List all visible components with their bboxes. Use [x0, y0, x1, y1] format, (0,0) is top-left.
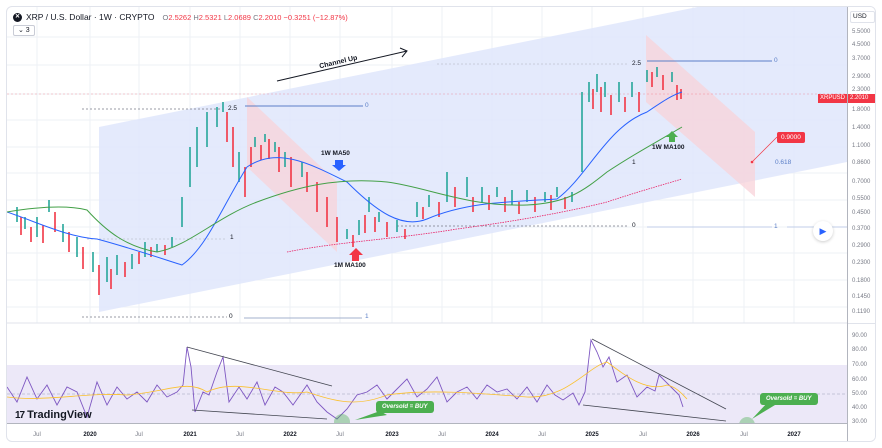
rsi-tick: 70.00 [852, 362, 868, 368]
time-label: Jul [639, 432, 647, 438]
oversold-callout-2022: Oversold = BUY [376, 401, 434, 413]
oversold-circle-2026 [739, 417, 755, 423]
fib-2021-one-label: 1 [230, 234, 234, 241]
price-tick: 0.5500 [852, 196, 871, 202]
candles [16, 67, 673, 282]
ma100w-line [7, 126, 683, 253]
play-icon: ▶ [819, 225, 827, 236]
fib-2021-zero-label: 0 [365, 102, 369, 109]
ma50-label: 1W MA50 [321, 150, 350, 157]
price-tick: 1.8000 [852, 107, 871, 113]
rsi-tick: 80.00 [852, 347, 868, 353]
time-label: 2027 [787, 432, 801, 438]
rsi-tick: 40.00 [852, 405, 868, 411]
price-tick: 0.1800 [852, 278, 871, 284]
rsi-tick: 30.00 [852, 419, 868, 425]
price-tick: 2.3000 [852, 87, 871, 93]
bear-channel-2025 [646, 35, 755, 197]
price-tick: 0.4500 [852, 210, 871, 216]
ma100m-up-arrow-icon [349, 248, 363, 261]
rsi-tick: 90.00 [852, 333, 868, 339]
last-price-label: 2.2010 [848, 94, 875, 103]
price-tick: 2.9000 [852, 74, 871, 80]
fib-2021-low0-label: 0 [229, 313, 233, 320]
time-label: Jul [438, 432, 446, 438]
symbol-header: ✕ XRP / U.S. Dollar · 1W · CRYPTO O2.526… [13, 12, 348, 22]
price-tick: 1.1000 [852, 143, 871, 149]
price-tick: 0.1190 [852, 309, 870, 315]
oversold-circle-2022 [334, 414, 350, 423]
fib-2025-low0-label: 0 [632, 222, 636, 229]
symbol-title[interactable]: XRP / U.S. Dollar · 1W · CRYPTO [26, 12, 155, 22]
rsi-tick: 60.00 [852, 377, 868, 383]
ma100m-label: 1M MA100 [334, 262, 366, 269]
price-chart-canvas[interactable] [7, 7, 847, 423]
time-label: Jul [740, 432, 748, 438]
time-axis[interactable]: Jul 2020 Jul 2021 Jul 2022 Jul 2023 Jul … [7, 423, 847, 441]
fib-2025-zero-label: 0 [774, 57, 778, 64]
fib-2025-one-label: 1 [632, 159, 636, 166]
tradingview-logo: 17 TradingView [15, 409, 92, 421]
time-label: 2023 [385, 432, 399, 438]
time-label: Jul [336, 432, 344, 438]
channel-up-arrow [276, 50, 408, 82]
time-label: Jul [236, 432, 244, 438]
time-label: 2025 [585, 432, 599, 438]
price-tick: 0.2300 [852, 260, 871, 266]
rsi-ma-line [7, 361, 688, 403]
price-tick: 0.7000 [852, 179, 871, 185]
fib-2021-top-label: 2.5 [228, 105, 238, 112]
indicators-toggle-button[interactable]: ⌄ 3 [13, 25, 35, 36]
time-label: 2021 [183, 432, 197, 438]
price-axis[interactable]: USD 5.5000 4.5000 3.7000 2.9000 2.3000 2… [847, 7, 875, 441]
time-label: 2026 [686, 432, 700, 438]
time-label: Jul [538, 432, 546, 438]
currency-selector[interactable]: USD [850, 11, 875, 23]
tradingview-mark-icon: 17 [15, 409, 25, 421]
ma100w-label: 1W MA100 [652, 144, 685, 151]
ma100m-line [286, 178, 683, 253]
ma50-down-arrow-icon [332, 160, 346, 171]
fib-2025-low1-label: 1 [774, 223, 778, 230]
ma50-line [7, 91, 683, 266]
price-tick: 3.7000 [852, 56, 871, 62]
target-price-tag: 0.9000 [777, 132, 805, 143]
time-label: Jul [33, 432, 41, 438]
scroll-to-realtime-button[interactable]: ▶ [813, 221, 833, 241]
price-tick: 5.5000 [852, 29, 871, 35]
fib-2025-top-label: 2.5 [632, 60, 642, 67]
bear-channel-2021 [247, 97, 337, 252]
price-tick: 0.2900 [852, 243, 871, 249]
chart-frame: ✕ XRP / U.S. Dollar · 1W · CRYPTO O2.526… [6, 6, 876, 442]
time-label: 2020 [83, 432, 97, 438]
xrp-logo-icon: ✕ [13, 12, 22, 22]
price-tick: 0.1450 [852, 294, 871, 300]
price-tick: 4.5000 [852, 42, 871, 48]
time-label: 2024 [485, 432, 499, 438]
ohlc-values: O2.5262 H2.5321 L2.0689 C2.2010 −0.3251 … [162, 12, 348, 22]
fib-2021-low1-label: 1 [365, 313, 369, 320]
time-label: Jul [135, 432, 143, 438]
rsi-tick: 50.00 [852, 391, 868, 397]
symbol-price-tag: XRPUSD [818, 94, 848, 103]
price-change: −0.3251 (−12.87%) [283, 12, 348, 22]
time-label: 2022 [283, 432, 297, 438]
price-tick: 0.3700 [852, 226, 871, 232]
oversold-callout-2026: Oversold = BUY [760, 393, 818, 405]
fib-2025-618-label: 0.618 [775, 159, 792, 166]
ma100w-up-arrow-icon [666, 131, 678, 142]
price-tick: 1.4000 [852, 125, 871, 131]
price-tick: 0.8600 [852, 160, 871, 166]
